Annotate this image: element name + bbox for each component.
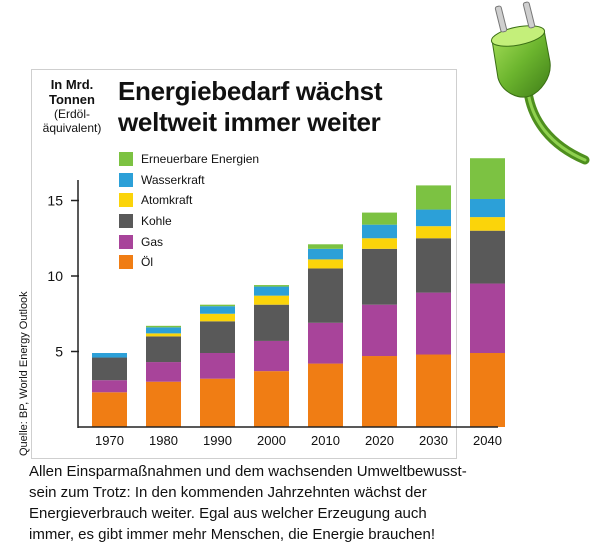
y-axis-unit-label: In Mrd. Tonnen (Erdöl- äquivalent) xyxy=(36,77,108,135)
bar-segment-2020 xyxy=(362,224,397,239)
bar-segment-1990 xyxy=(200,304,235,307)
bar-segment-2000 xyxy=(254,371,289,427)
x-tick-label: 1970 xyxy=(95,433,124,448)
legend-swatch xyxy=(119,214,133,229)
bar-segment-1980 xyxy=(146,362,181,382)
bar-segment-2020 xyxy=(362,304,397,357)
legend-label: Erneuerbare Energien xyxy=(141,152,260,166)
legend-label: Gas xyxy=(141,234,164,249)
bar-segment-1980 xyxy=(146,327,181,334)
bar-segment-2000 xyxy=(254,285,289,287)
bar-segment-2030 xyxy=(416,226,451,239)
bar-segment-1990 xyxy=(200,306,235,314)
bar-segment-1990 xyxy=(200,321,235,354)
bar-segment-2030 xyxy=(416,185,451,210)
chart-title: Energiebedarf wächst weltweit immer weit… xyxy=(118,76,458,138)
bar-segment-1980 xyxy=(146,333,181,337)
x-tick-label: 1990 xyxy=(203,433,232,448)
y-tick-label: 5 xyxy=(55,344,63,360)
bar-segment-2030 xyxy=(416,238,451,293)
legend-swatch xyxy=(119,255,133,270)
legend-label: Kohle xyxy=(141,214,172,229)
unit-line-1: In Mrd. xyxy=(50,77,94,92)
bar-segment-2000 xyxy=(254,295,289,305)
bar-segment-2040 xyxy=(470,283,505,354)
chart-title-line-1: Energiebedarf wächst xyxy=(118,76,383,106)
x-tick-label: 2040 xyxy=(473,433,502,448)
bar-segment-2000 xyxy=(254,340,289,372)
bar-segment-1970 xyxy=(92,392,127,427)
chart-title-line-2: weltweit immer weiter xyxy=(118,107,381,137)
legend-label: Atomkraft xyxy=(141,193,193,208)
bar-segment-1970 xyxy=(92,380,127,393)
x-tick-label: 1980 xyxy=(149,433,178,448)
legend-label: Wasserkraft xyxy=(141,172,205,187)
bar-segment-2030 xyxy=(416,292,451,355)
legend-swatch xyxy=(119,193,133,208)
bar-segment-2030 xyxy=(416,354,451,427)
bar-segment-2010 xyxy=(308,248,343,260)
y-tick-label: 10 xyxy=(47,268,63,284)
caption-line-3: Energieverbrauch weiter. Egal aus welche… xyxy=(29,505,427,522)
legend-swatch xyxy=(119,172,133,187)
bar-segment-1970 xyxy=(92,353,127,358)
caption-line-4: immer, es gibt immer mehr Menschen, die … xyxy=(29,526,436,543)
bar-segment-2010 xyxy=(308,268,343,323)
bar-segment-1980 xyxy=(146,381,181,427)
x-tick-label: 2000 xyxy=(257,433,286,448)
bar-segment-2040 xyxy=(470,158,505,199)
bar-segment-2010 xyxy=(308,244,343,249)
power-plug-icon xyxy=(490,1,590,165)
legend-swatch xyxy=(119,234,133,249)
x-tick-label: 2020 xyxy=(365,433,394,448)
bar-segment-2010 xyxy=(308,259,343,269)
unit-line-2: Tonnen xyxy=(49,92,95,107)
bar-segment-1970 xyxy=(92,357,127,381)
bar-segment-2000 xyxy=(254,286,289,296)
x-tick-label: 2030 xyxy=(419,433,448,448)
y-tick-label: 15 xyxy=(47,193,63,209)
bar-segment-2020 xyxy=(362,356,397,427)
bar-segment-2010 xyxy=(308,322,343,364)
bar-segment-2040 xyxy=(470,353,505,427)
bar-segment-1980 xyxy=(146,336,181,363)
legend-swatch xyxy=(119,152,133,166)
bar-segment-1990 xyxy=(200,313,235,322)
bar-segment-1980 xyxy=(146,325,181,328)
bar-segment-1990 xyxy=(200,353,235,379)
bar-segment-2020 xyxy=(362,238,397,249)
bar-segment-2020 xyxy=(362,248,397,305)
bar-segment-2040 xyxy=(470,217,505,231)
bar-segment-2000 xyxy=(254,304,289,341)
bar-segment-2040 xyxy=(470,230,505,284)
bar-segment-1990 xyxy=(200,378,235,427)
bar-segment-2030 xyxy=(416,209,451,227)
bar-segment-2010 xyxy=(308,363,343,427)
caption: Allen Einsparmaßnahmen und dem wachsende… xyxy=(29,461,589,545)
caption-line-1: Allen Einsparmaßnahmen und dem wachsende… xyxy=(29,463,467,480)
legend-label: Öl xyxy=(141,255,153,270)
unit-line-3: (Erdöl- xyxy=(53,107,90,121)
x-tick-label: 2010 xyxy=(311,433,340,448)
bar-segment-2020 xyxy=(362,212,397,225)
caption-line-2: sein zum Trotz: In den kommenden Jahrzeh… xyxy=(29,484,427,501)
unit-line-4: äquivalent) xyxy=(42,121,102,135)
bar-segment-2040 xyxy=(470,198,505,218)
